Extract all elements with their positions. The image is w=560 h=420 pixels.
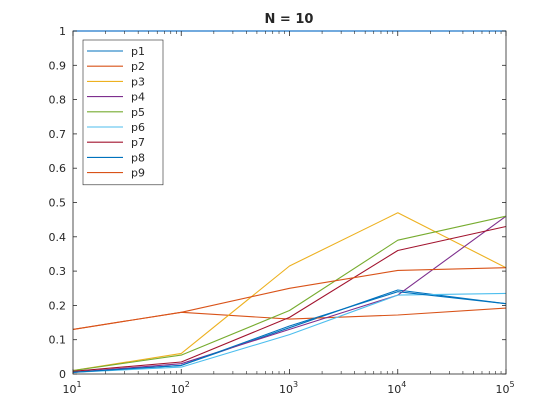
- y-tick-label: 0.9: [49, 59, 67, 72]
- series-line-p5: [72, 215, 507, 372]
- y-tick-label: 0.8: [49, 94, 67, 107]
- x-tick-label: 103: [279, 380, 298, 396]
- y-tick-label: 0.5: [49, 197, 67, 210]
- series-line-p7: [72, 225, 507, 372]
- y-tick-label: 0.6: [49, 162, 67, 175]
- legend-label-p1: p1: [131, 45, 145, 58]
- series-layer: [72, 212, 507, 373]
- y-tick-label: 0.7: [49, 128, 67, 141]
- legend-label-p6: p6: [131, 121, 145, 134]
- legend-label-p7: p7: [131, 136, 145, 149]
- series-line-p6: [72, 292, 507, 373]
- series-line-p9: [72, 267, 507, 330]
- legend-label-p4: p4: [131, 91, 145, 104]
- legend-label-p2: p2: [131, 60, 145, 73]
- axes-layer: 0 0.1 0.2 0.3 0.4 0.5 0.6 0.7 0.8 0.9 1 101 102 103 10…: [49, 25, 515, 396]
- legend-label-p5: p5: [131, 106, 145, 119]
- chart-title: N = 10: [265, 12, 314, 27]
- y-tick-label: 0.3: [49, 265, 67, 278]
- legend-box: [82, 39, 164, 186]
- x-tick-label: 104: [387, 380, 406, 396]
- x-tick-label: 105: [495, 380, 514, 396]
- y-tick-label: 1: [59, 25, 66, 38]
- series-line-p8: [72, 291, 507, 373]
- legend: p1 p2 p3 p4 p5 p6 p7 p8 p9: [82, 39, 164, 186]
- y-tick-label: 0.1: [49, 334, 67, 347]
- x-tick-label: 101: [62, 380, 81, 396]
- y-tick-label: 0.4: [49, 231, 67, 244]
- legend-label-p9: p9: [131, 167, 145, 180]
- legend-label-p3: p3: [131, 75, 145, 88]
- y-tick-label: 0: [59, 368, 66, 381]
- legend-label-p8: p8: [131, 151, 145, 164]
- series-line-p3: [72, 212, 507, 372]
- x-tick-label: 102: [171, 380, 190, 396]
- y-tick-label: 0.2: [49, 299, 67, 312]
- series-line-p4: [72, 215, 507, 373]
